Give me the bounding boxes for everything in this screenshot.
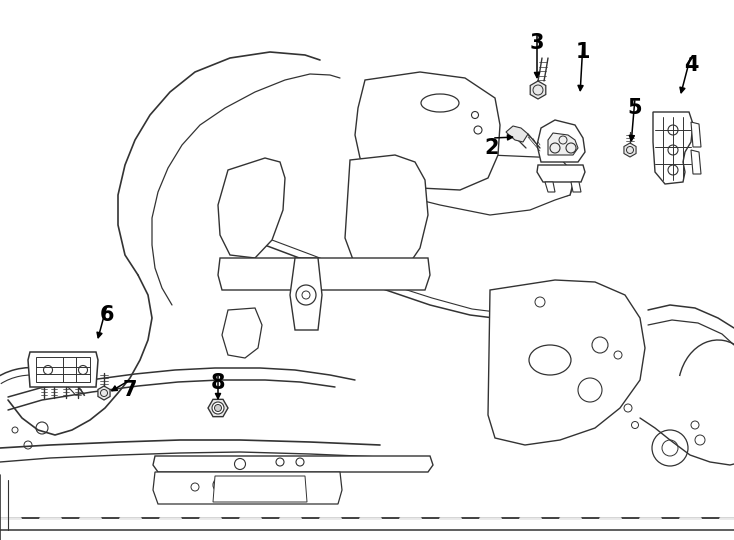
Polygon shape (691, 122, 701, 147)
Polygon shape (390, 162, 575, 198)
Text: 4: 4 (684, 55, 698, 75)
Polygon shape (530, 81, 546, 99)
Polygon shape (153, 472, 342, 504)
Polygon shape (548, 133, 578, 155)
Polygon shape (218, 158, 285, 258)
Polygon shape (208, 400, 228, 417)
Text: 5: 5 (628, 98, 642, 118)
Text: 8: 8 (211, 373, 225, 393)
Text: 7: 7 (123, 380, 137, 400)
Circle shape (212, 402, 224, 414)
Polygon shape (691, 150, 701, 174)
Text: 6: 6 (100, 305, 115, 325)
Polygon shape (345, 155, 428, 275)
Polygon shape (98, 386, 110, 400)
Polygon shape (653, 112, 693, 184)
Polygon shape (537, 120, 585, 162)
Polygon shape (290, 258, 322, 330)
Polygon shape (28, 352, 98, 387)
Polygon shape (624, 143, 636, 157)
Polygon shape (222, 308, 262, 358)
Polygon shape (488, 280, 645, 445)
Text: 3: 3 (530, 33, 544, 53)
Polygon shape (355, 72, 500, 190)
Text: 2: 2 (484, 138, 499, 158)
Polygon shape (153, 456, 433, 472)
Polygon shape (506, 126, 528, 142)
Polygon shape (400, 155, 575, 215)
Polygon shape (537, 165, 585, 182)
Text: 1: 1 (575, 42, 590, 62)
Circle shape (214, 404, 222, 411)
Polygon shape (545, 182, 555, 192)
Polygon shape (571, 182, 581, 192)
Polygon shape (36, 357, 90, 382)
Polygon shape (213, 476, 307, 502)
Polygon shape (218, 258, 430, 290)
